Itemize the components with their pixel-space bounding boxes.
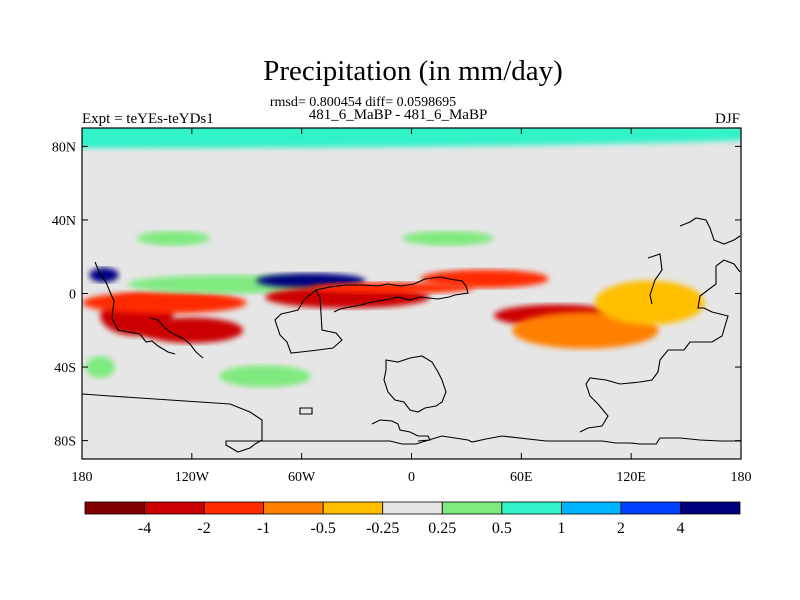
colorbar-label-3: -0.5 bbox=[311, 520, 336, 537]
colorbar-swatch-10 bbox=[680, 501, 741, 515]
y-tick-label-0: 80N bbox=[52, 140, 76, 155]
chart-subtitle: rmsd= 0.800454 diff= 0.0598695 bbox=[269, 95, 457, 110]
colorbar-label-4: -0.25 bbox=[366, 520, 399, 537]
x-tick-label-5: 120E bbox=[616, 470, 646, 485]
x-tick-label-1: 120W bbox=[175, 470, 210, 485]
coastline-antarctica bbox=[82, 393, 741, 453]
anomaly-region-11 bbox=[89, 267, 119, 283]
x-tick-label-0: 180 bbox=[72, 470, 93, 485]
anomaly-region-14 bbox=[85, 356, 115, 379]
coastlines bbox=[82, 217, 741, 453]
colorbar-swatch-4 bbox=[322, 501, 384, 515]
season-label: DJF bbox=[714, 111, 740, 127]
colorbar-label-6: 0.5 bbox=[492, 520, 512, 537]
colorbar-label-1: -2 bbox=[197, 520, 210, 537]
coastline-south-america bbox=[274, 289, 343, 354]
anomaly-region-2 bbox=[140, 317, 244, 344]
case-label: 481_6_MaBP - 481_6_MaBP bbox=[308, 107, 488, 123]
colorbar-label-8: 2 bbox=[617, 520, 625, 537]
colorbar: -4 -2 -1 -0.5 -0.25 0.25 0.5 1 2 4 bbox=[84, 501, 741, 537]
colorbar-label-7: 1 bbox=[557, 520, 565, 537]
anomaly-region-8 bbox=[420, 269, 549, 288]
anomaly-region-15 bbox=[136, 230, 211, 246]
x-axis: 180 120W 60W 0 60E 120E 180 bbox=[72, 128, 752, 485]
anomaly-region-13 bbox=[219, 365, 311, 388]
colorbar-swatch-1 bbox=[144, 501, 205, 515]
x-tick-label-3: 0 bbox=[408, 470, 415, 485]
colorbar-label-9: 4 bbox=[676, 520, 684, 537]
y-tick-label-4: 80S bbox=[54, 435, 76, 450]
coastline-africa bbox=[315, 276, 469, 313]
anomaly-region-16 bbox=[402, 230, 494, 246]
colorbar-swatch-7 bbox=[501, 501, 562, 515]
coastline-north-america-east bbox=[149, 317, 204, 359]
coastline-australia bbox=[383, 355, 447, 413]
x-tick-label-6: 180 bbox=[731, 470, 752, 485]
colorbar-swatch-9 bbox=[620, 501, 681, 515]
y-axis: 80N 40N 0 40S 80S bbox=[52, 140, 741, 450]
colorbar-swatch-3 bbox=[263, 501, 324, 515]
x-tick-label-2: 60W bbox=[288, 470, 316, 485]
colorbar-swatch-2 bbox=[203, 501, 265, 515]
coastline-island bbox=[299, 407, 313, 415]
y-tick-label-1: 40N bbox=[52, 214, 76, 229]
y-tick-label-2: 0 bbox=[69, 288, 76, 303]
x-tick-label-4: 60E bbox=[510, 470, 533, 485]
colorbar-swatch-5 bbox=[382, 501, 443, 515]
coastline-japan bbox=[679, 217, 741, 245]
anomaly-layer bbox=[82, 128, 741, 388]
experiment-label: Expt = teYEs-teYDs1 bbox=[82, 111, 214, 127]
coastline-north-america-west bbox=[94, 261, 176, 355]
colorbar-label-0: -4 bbox=[138, 520, 151, 537]
colorbar-swatch-6 bbox=[441, 501, 503, 515]
colorbar-label-5: 0.25 bbox=[428, 520, 456, 537]
anomaly-region-3 bbox=[82, 291, 247, 314]
anomaly-region-0 bbox=[82, 128, 741, 149]
coastline-east-asia bbox=[647, 253, 663, 305]
colorbar-swatch-8 bbox=[560, 501, 622, 515]
y-tick-label-3: 40S bbox=[54, 361, 76, 376]
coastline-antarctic-peninsula bbox=[371, 419, 431, 442]
chart-title: Precipitation (in mm/day) bbox=[263, 55, 563, 87]
colorbar-label-2: -1 bbox=[257, 520, 270, 537]
colorbar-swatch-0 bbox=[84, 501, 145, 515]
anomaly-region-12 bbox=[594, 280, 705, 325]
coastline-asia bbox=[579, 259, 741, 433]
